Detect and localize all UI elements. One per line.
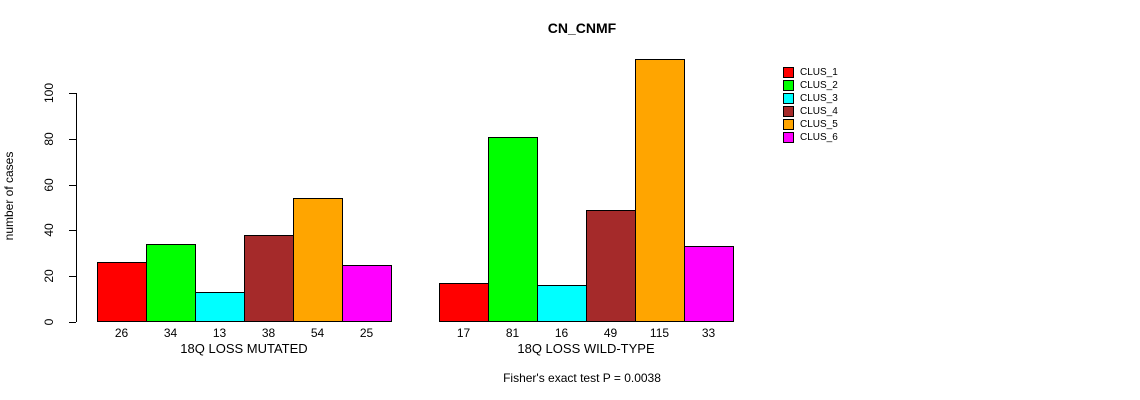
legend-row: CLUS_6 (783, 131, 838, 144)
bar-value-label: 16 (554, 326, 569, 340)
legend-label: CLUS_2 (800, 80, 838, 91)
bar-value-label: 26 (114, 326, 129, 340)
group-label: 18Q LOSS WILD-TYPE (517, 341, 655, 356)
legend-row: CLUS_4 (783, 105, 838, 118)
bar (684, 246, 734, 322)
legend-row: CLUS_2 (783, 79, 838, 92)
legend-label: CLUS_1 (800, 67, 838, 78)
y-tick-label: 40 (42, 223, 56, 238)
bar-value-label: 49 (603, 326, 618, 340)
bar (244, 234, 294, 322)
legend-label: CLUS_5 (800, 119, 838, 130)
legend: CLUS_1 CLUS_2 CLUS_3 CLUS_4 CLUS_5 CLUS_6 (783, 66, 838, 144)
y-tick (69, 93, 76, 94)
y-tick-label: 20 (42, 269, 56, 283)
bar-value-label: 33 (701, 326, 716, 340)
y-tick (69, 322, 76, 323)
y-tick-label: 60 (42, 177, 56, 192)
y-tick-label: 80 (42, 132, 56, 146)
bar-value-label: 34 (163, 326, 178, 340)
legend-swatch (783, 67, 794, 78)
caption: Fisher's exact test P = 0.0038 (503, 371, 661, 385)
bar (488, 136, 538, 322)
bar (195, 292, 245, 322)
legend-row: CLUS_3 (783, 92, 838, 105)
y-tick (69, 184, 76, 186)
y-tick (69, 138, 76, 140)
bar (146, 244, 196, 322)
group-label: 18Q LOSS MUTATED (180, 341, 308, 356)
bar (342, 264, 392, 322)
y-tick (69, 230, 76, 232)
bar (439, 283, 489, 322)
legend-row: CLUS_5 (783, 118, 838, 131)
legend-swatch (783, 119, 794, 130)
bar-value-label: 115 (649, 326, 670, 340)
legend-swatch (783, 132, 794, 143)
legend-label: CLUS_6 (800, 132, 838, 143)
legend-swatch (783, 93, 794, 104)
y-axis-label: number of cases (2, 151, 16, 241)
bar (537, 285, 587, 322)
legend-row: CLUS_1 (783, 66, 838, 79)
bar-value-label: 81 (505, 326, 520, 340)
y-axis-line (76, 93, 77, 322)
bar-value-label: 13 (212, 326, 227, 340)
y-tick (69, 276, 76, 278)
y-tick-label: 100 (42, 82, 56, 104)
y-tick-label: 0 (42, 318, 56, 326)
bar (293, 198, 343, 322)
legend-label: CLUS_3 (800, 93, 838, 104)
bar-value-label: 25 (359, 326, 374, 340)
legend-label: CLUS_4 (800, 106, 838, 117)
chart-title: CN_CNMF (547, 20, 617, 36)
bar (586, 209, 636, 322)
bar-value-label: 38 (261, 326, 276, 340)
legend-swatch (783, 80, 794, 91)
bar-value-label: 17 (456, 326, 471, 340)
legend-swatch (783, 106, 794, 117)
bar (635, 58, 685, 322)
bar (97, 262, 147, 322)
bar-value-label: 54 (310, 326, 325, 340)
